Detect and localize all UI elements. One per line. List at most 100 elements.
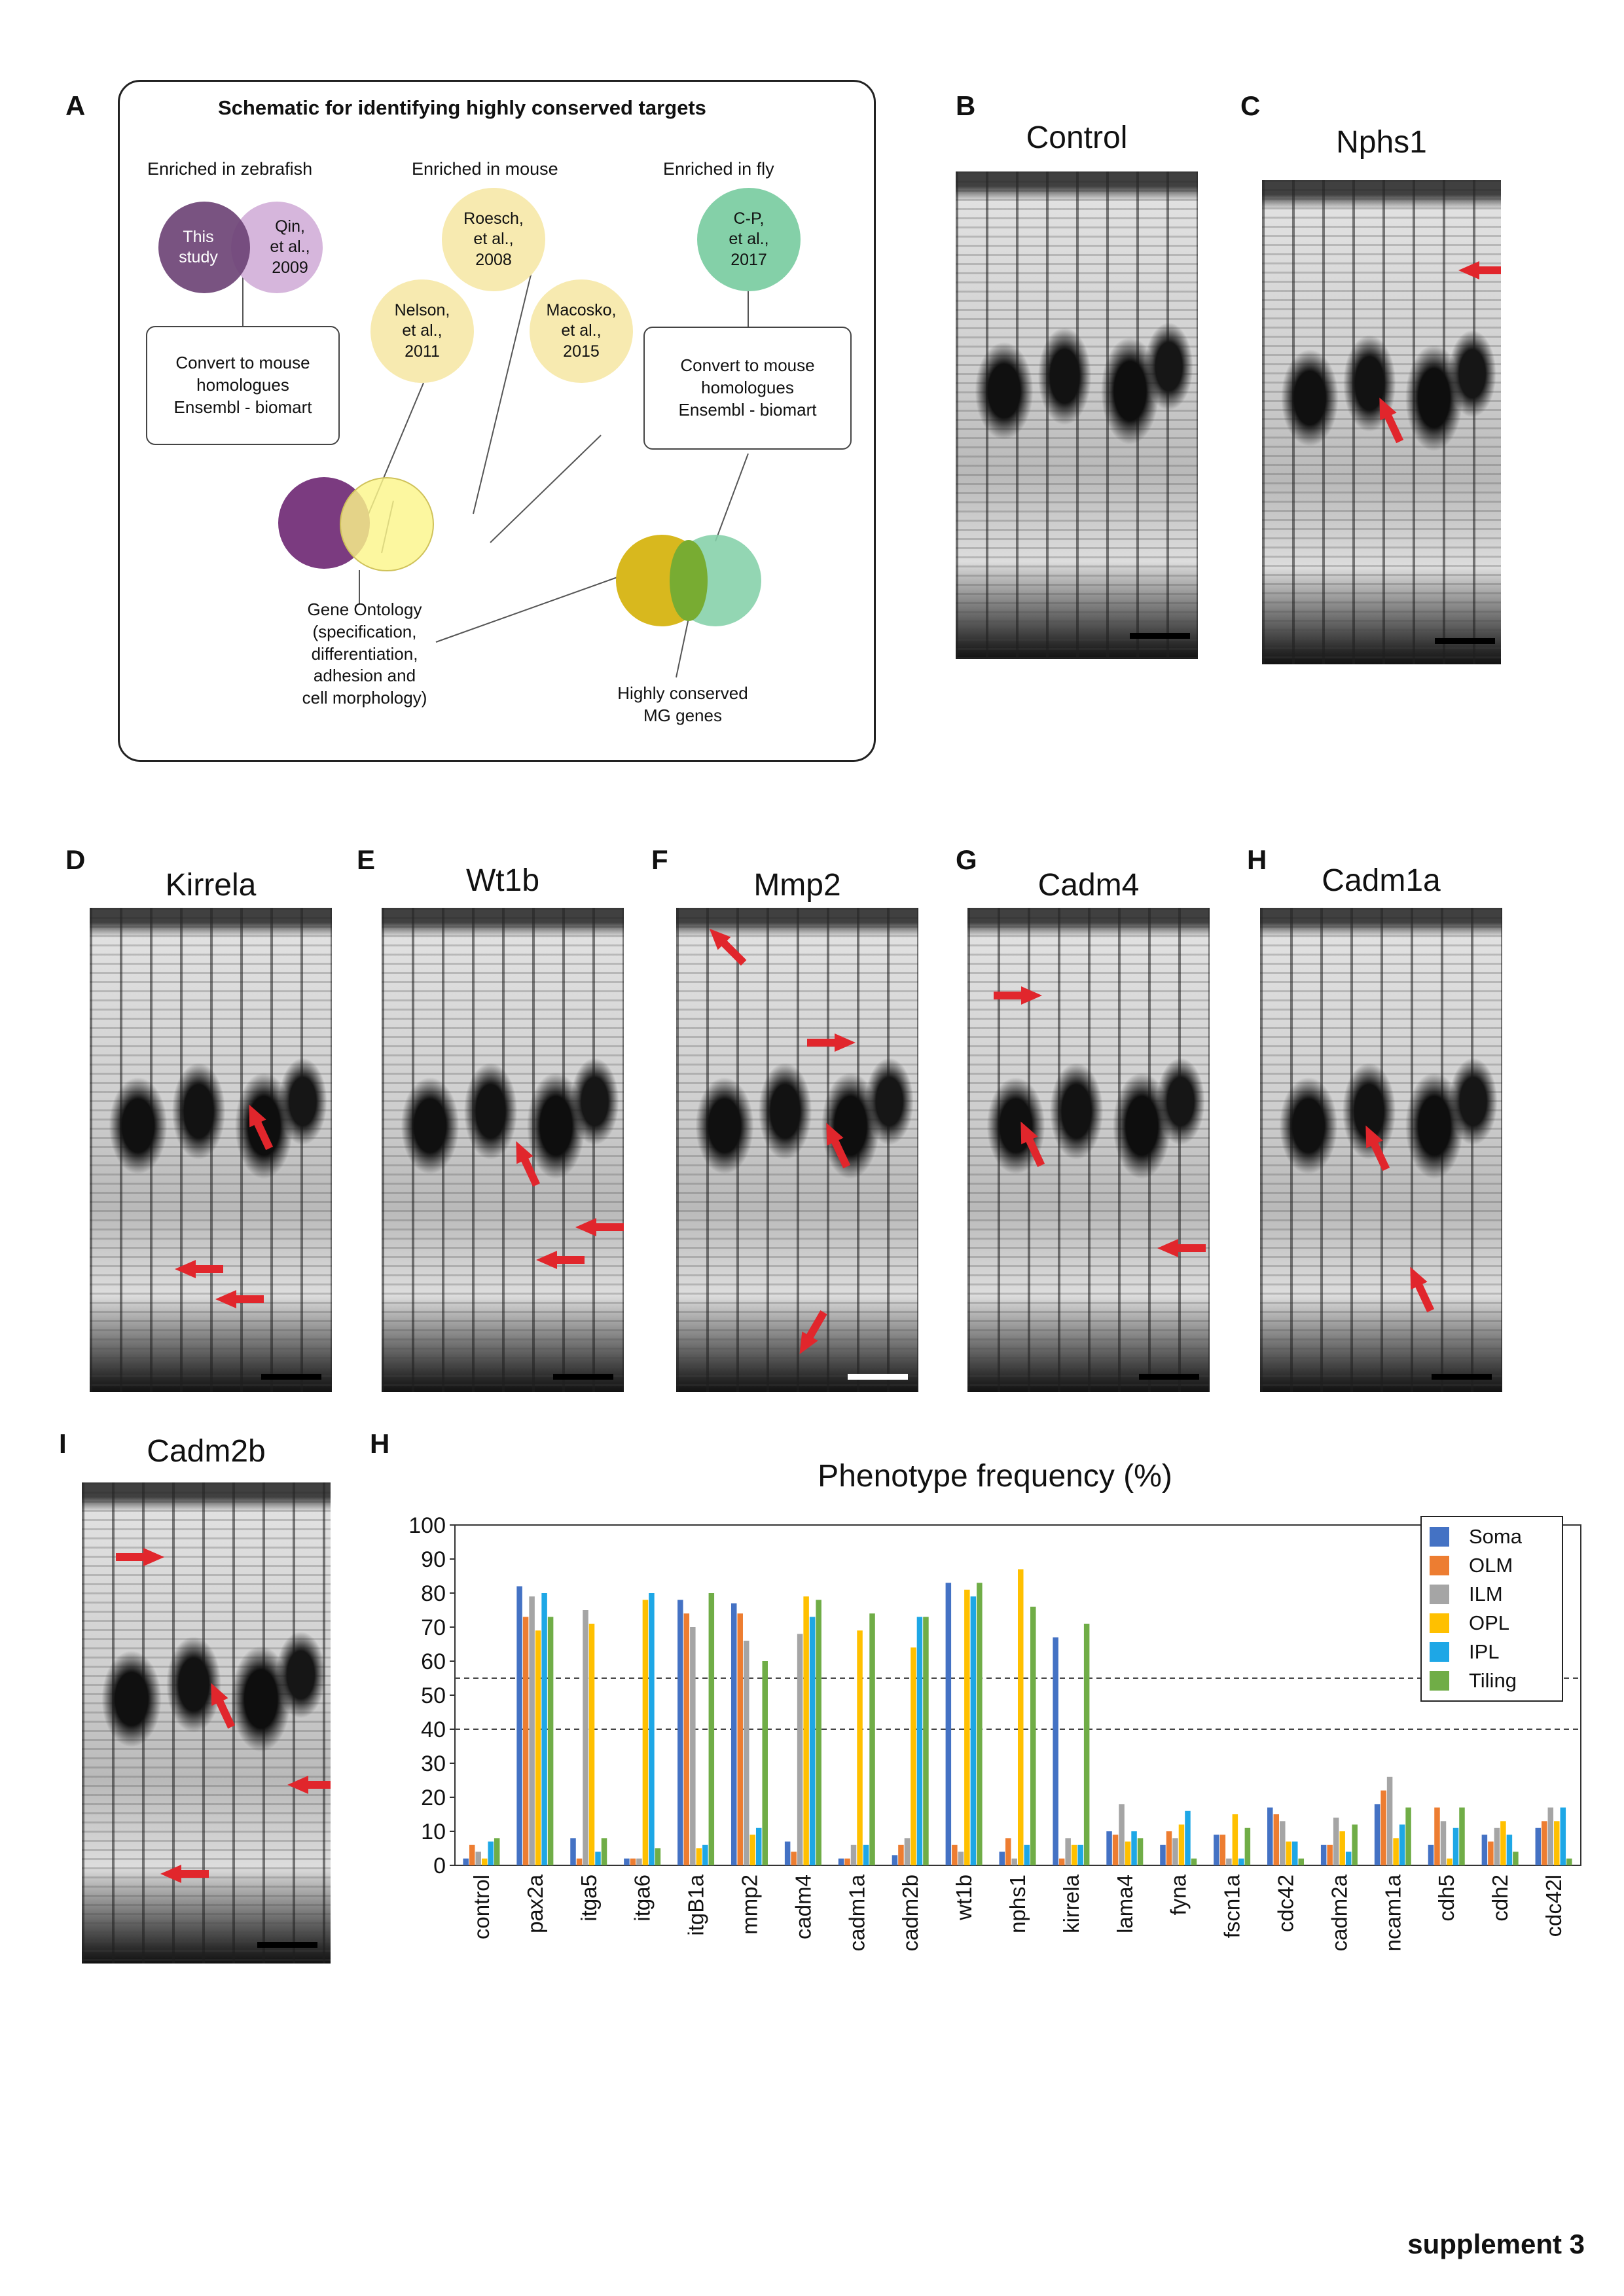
legend-swatch	[1430, 1527, 1449, 1547]
bar-ncam1a-soma	[1374, 1804, 1380, 1865]
bar-ncam1a-opl	[1393, 1838, 1399, 1865]
red-arrow	[791, 1308, 831, 1359]
bar-cdh2-olm	[1488, 1841, 1494, 1865]
bar-cadm4-ipl	[809, 1617, 816, 1865]
panel-label-i: I	[59, 1428, 67, 1459]
bar-fyna-opl	[1178, 1824, 1185, 1865]
x-tick-label: cadm2a	[1327, 1874, 1351, 1951]
bar-cdc42l-opl	[1554, 1821, 1560, 1865]
bar-fscn1a-olm	[1219, 1835, 1226, 1865]
bar-cadm2a-soma	[1320, 1844, 1327, 1865]
chart-legend: Soma OLM ILM OPL IPL Tiling	[1420, 1516, 1563, 1702]
red-arrow	[575, 1218, 624, 1236]
bar-itga6-tiling	[655, 1848, 661, 1865]
bar-lama4-opl	[1125, 1841, 1131, 1865]
panel-label-g: G	[956, 844, 977, 875]
supplement-label: supplement 3	[1407, 2229, 1585, 2259]
panel-label-chart: H	[370, 1428, 390, 1459]
bar-itga6-opl	[642, 1600, 649, 1865]
x-tick-label: cadm4	[791, 1874, 815, 1939]
bar-cadm4-opl	[803, 1596, 809, 1865]
bar-wt1b-tiling	[977, 1583, 983, 1865]
y-tick-label: 40	[421, 1717, 446, 1742]
bar-nphs1-ipl	[1024, 1844, 1030, 1865]
red-arrow	[703, 922, 750, 969]
bar-cadm4-soma	[784, 1841, 791, 1865]
x-tick-label: nphs1	[1005, 1874, 1030, 1933]
bar-cadm2b-ilm	[904, 1838, 911, 1865]
bar-lama4-soma	[1106, 1831, 1112, 1865]
bar-cadm1a-tiling	[869, 1613, 875, 1865]
bar-cdh5-tiling	[1459, 1807, 1465, 1865]
panel-label-a: A	[65, 90, 86, 121]
panel-label-h: H	[1247, 844, 1267, 875]
bar-wt1b-olm	[952, 1844, 958, 1865]
x-tick-label: cadm2b	[898, 1874, 922, 1951]
y-tick-label: 100	[408, 1513, 446, 1538]
venn-qin-label: Qin, et al., 2009	[270, 217, 310, 277]
panel-label-c: C	[1240, 90, 1261, 121]
legend-swatch	[1430, 1585, 1449, 1604]
bar-itgB1a-soma	[677, 1600, 683, 1865]
venn-qin-2009: Qin, et al., 2009	[231, 202, 323, 293]
y-tick-label: 0	[433, 1854, 446, 1878]
red-arrow	[1013, 1118, 1050, 1170]
bar-pax2a-olm	[522, 1617, 529, 1865]
x-tick-label: wt1b	[952, 1874, 976, 1921]
heading-fly: Enriched in fly	[663, 159, 774, 179]
panel-label-b: B	[956, 90, 976, 121]
bar-itga5-ipl	[595, 1852, 601, 1865]
legend-item: Tiling	[1430, 1666, 1554, 1695]
bar-cdh5-ilm	[1440, 1821, 1447, 1865]
bar-cadm1a-ilm	[850, 1844, 857, 1865]
y-tick-label: 20	[421, 1785, 446, 1810]
scale-bar	[1432, 1374, 1492, 1380]
schematic-panel: Schematic for identifying highly conserv…	[118, 80, 876, 762]
red-arrow	[215, 1290, 264, 1308]
bar-cadm2b-olm	[898, 1844, 904, 1865]
red-arrow	[203, 1679, 240, 1731]
x-tick-label: itga6	[630, 1874, 655, 1922]
panel-title-cadm1a: Cadm1a	[1322, 863, 1441, 898]
x-tick-label: cdc42l	[1542, 1874, 1566, 1937]
legend-item: ILM	[1430, 1580, 1554, 1609]
red-arrow	[536, 1251, 585, 1269]
x-tick-label: fyna	[1166, 1874, 1191, 1915]
bar-cdc42l-olm	[1542, 1821, 1547, 1865]
highly-conserved-mg-genes-label: Highly conserved MG genes	[617, 683, 748, 725]
bar-cadm2b-opl	[911, 1647, 916, 1865]
bar-cdh5-soma	[1428, 1844, 1434, 1865]
bar-control-opl	[481, 1858, 488, 1865]
micrograph-control	[956, 171, 1198, 659]
bar-cadm2a-tiling	[1352, 1824, 1358, 1865]
venn-this-study-label: This study	[179, 227, 218, 266]
bar-pax2a-tiling	[547, 1617, 554, 1865]
bar-nphs1-opl	[1018, 1569, 1024, 1865]
bar-cadm1a-soma	[838, 1858, 844, 1865]
bar-ncam1a-tiling	[1405, 1807, 1411, 1865]
bar-fscn1a-soma	[1214, 1835, 1219, 1865]
convert-box-fly: Convert to mouse homologues Ensembl - bi…	[643, 327, 852, 450]
bar-cdh2-opl	[1500, 1821, 1506, 1865]
x-tick-label: itgB1a	[684, 1874, 708, 1935]
panel-title-cadm2b: Cadm2b	[147, 1434, 266, 1469]
bar-itga6-olm	[630, 1858, 636, 1865]
bar-cdc42l-ilm	[1547, 1807, 1554, 1865]
bar-itgB1a-ipl	[702, 1844, 708, 1865]
y-tick-label: 10	[421, 1820, 446, 1844]
x-tick-label: mmp2	[737, 1874, 761, 1935]
bar-cadm4-tiling	[816, 1600, 821, 1865]
bar-wt1b-soma	[945, 1583, 952, 1865]
bar-cadm1a-olm	[844, 1858, 850, 1865]
bar-itga5-opl	[588, 1623, 595, 1865]
red-arrow	[241, 1101, 278, 1153]
bar-itga5-ilm	[583, 1610, 588, 1865]
bar-itgB1a-tiling	[708, 1593, 715, 1865]
bar-mmp2-tiling	[762, 1661, 768, 1865]
bar-cadm2b-soma	[892, 1855, 898, 1865]
micrograph-cadm2b	[82, 1482, 331, 1964]
bar-mmp2-olm	[737, 1613, 743, 1865]
bar-cadm2a-opl	[1339, 1831, 1345, 1865]
bar-cadm2a-ipl	[1345, 1852, 1352, 1865]
convert-box-zebrafish: Convert to mouse homologues Ensembl - bi…	[146, 326, 340, 445]
